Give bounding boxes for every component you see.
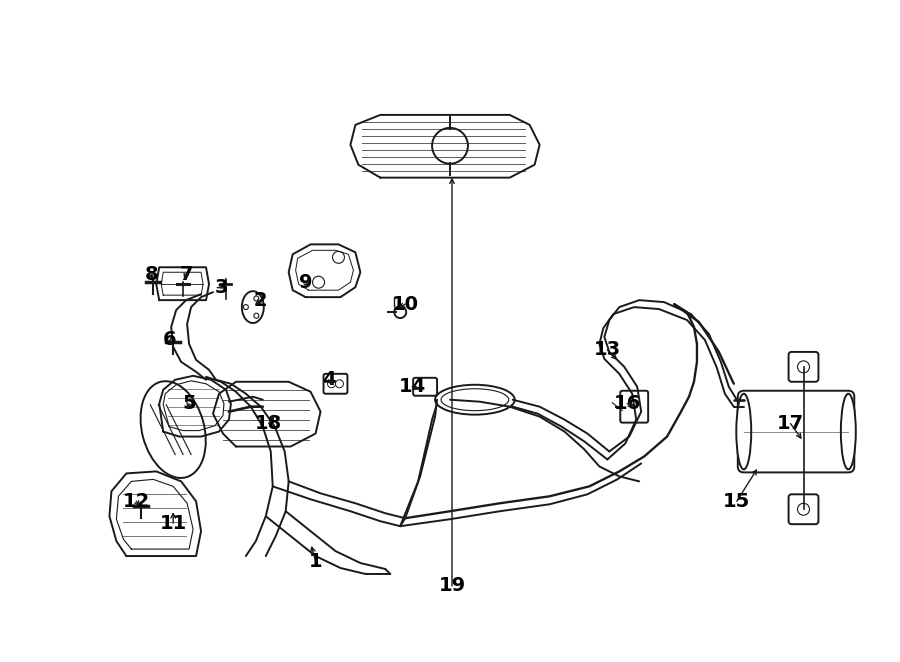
Text: 8: 8 [144,265,158,284]
Text: 4: 4 [321,370,336,389]
Text: 1: 1 [309,551,322,571]
Text: 2: 2 [254,291,267,310]
FancyBboxPatch shape [788,352,818,382]
Ellipse shape [736,394,752,469]
FancyBboxPatch shape [620,391,648,422]
Ellipse shape [435,385,515,414]
Text: 16: 16 [614,394,641,413]
Circle shape [394,306,406,318]
FancyBboxPatch shape [323,374,347,394]
Text: 7: 7 [179,265,193,284]
Text: 6: 6 [162,330,176,350]
Ellipse shape [841,394,856,469]
Text: 9: 9 [299,273,312,292]
Text: 15: 15 [724,492,751,511]
Text: 17: 17 [777,414,804,433]
Text: 14: 14 [399,377,426,397]
Text: 5: 5 [183,394,196,413]
Text: 13: 13 [594,340,621,359]
Text: 3: 3 [214,277,228,297]
Text: 12: 12 [122,492,150,511]
Text: 18: 18 [255,414,283,433]
FancyBboxPatch shape [413,378,437,396]
Text: 11: 11 [159,514,187,533]
FancyBboxPatch shape [788,495,818,524]
Text: 10: 10 [392,295,418,314]
Text: 19: 19 [438,577,465,595]
